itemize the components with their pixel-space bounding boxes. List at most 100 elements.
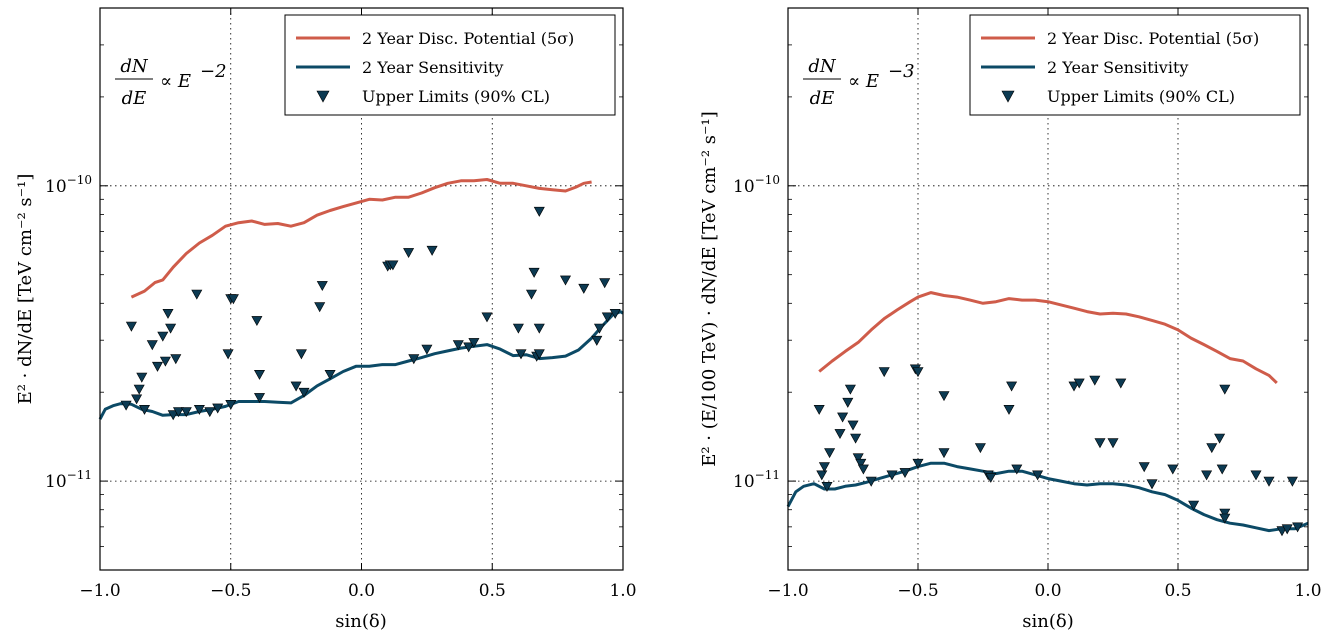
left-upper-limit-marker (528, 267, 540, 278)
left-upper-limit-marker (172, 407, 185, 418)
right-upper-limit-marker (837, 412, 849, 423)
left-upper-limit-marker (146, 340, 158, 351)
left-upper-limit-marker (138, 405, 151, 415)
right-annotation-numerator: dN (808, 56, 837, 77)
right-upper-limit-marker (1032, 470, 1044, 481)
left-upper-limit-marker (298, 387, 310, 398)
left-disc-potential-line (130, 178, 592, 299)
left-upper-limit-marker (408, 354, 420, 365)
left-upper-limit-marker (512, 323, 524, 334)
left-upper-limit-marker (253, 393, 266, 404)
left-upper-limit-marker (159, 356, 171, 367)
left-legend-sens-label: 2 Year Sensitivity (362, 58, 503, 77)
left-upper-limit-marker (426, 245, 438, 256)
left-upper-limit-marker (133, 384, 145, 395)
right-upper-limit-marker (847, 420, 859, 431)
right-upper-limit-marker (1214, 433, 1226, 444)
right-legend-box (969, 14, 1301, 116)
right-upper-limit-marker (985, 473, 997, 483)
right-x-tick-label: 0.0 (1034, 581, 1061, 601)
right-upper-limit-marker (1107, 438, 1119, 449)
left-legend-box (284, 14, 616, 116)
left-sensitivity-line (98, 310, 624, 420)
right-upper-limit-marker (857, 464, 869, 475)
right-legend: 2 Year Disc. Potential (5σ) 2 Year Sensi… (969, 14, 1301, 116)
left-upper-limit-marker (452, 340, 464, 351)
right-upper-limit-marker (1206, 443, 1218, 454)
left-upper-limit-marker (212, 403, 224, 414)
left-upper-limit-marker (251, 316, 263, 327)
left-upper-limit-marker (533, 206, 545, 217)
right-upper-limit-marker (1167, 464, 1179, 475)
left-annotation-exponent: −2 (200, 61, 227, 82)
right-disc-potential-line (818, 291, 1278, 384)
left-upper-limit-marker (136, 372, 148, 383)
left-upper-limit-marker (515, 349, 527, 360)
left-x-tick-label: 1.0 (609, 581, 636, 601)
right-upper-limit-marker (1201, 470, 1213, 481)
left-upper-limit-marker (227, 294, 239, 305)
right-legend-disc-label: 2 Year Disc. Potential (5σ) (1047, 29, 1259, 48)
left-upper-limit-marker (151, 361, 164, 372)
left-upper-limit-marker (525, 289, 538, 300)
right-annotation-denominator: dE (810, 88, 835, 109)
left-chart-panel: −1.0 −0.5 0.0 0.5 1.0 10−11 10−10 sin(δ) E² · … (15, 7, 637, 632)
right-upper-limit-marker (1216, 464, 1228, 475)
right-upper-limit-marker (852, 453, 864, 464)
left-upper-limit-marker (314, 302, 326, 313)
right-upper-limit-marker (813, 405, 825, 415)
left-upper-limit-marker (324, 370, 336, 380)
right-upper-limit-marker (886, 470, 898, 481)
left-upper-limit-marker (481, 312, 493, 323)
left-x-axis-label: sin(δ) (335, 611, 386, 632)
right-upper-limit-marker (974, 443, 986, 454)
left-upper-limit-marker (463, 342, 475, 353)
right-upper-limit-marker (850, 433, 862, 444)
left-upper-limit-marker (204, 407, 216, 418)
right-upper-limit-marker (816, 470, 828, 481)
left-upper-limit-marker (533, 323, 545, 334)
left-upper-limit-marker (578, 283, 590, 294)
left-upper-limit-marker (533, 349, 545, 360)
left-upper-limit-marker (421, 344, 433, 355)
right-chart-panel: −1.0 −0.5 0.0 0.5 1.0 10−11 10−10 sin(δ) E² · … (699, 7, 1322, 632)
right-upper-limit-marker (821, 482, 833, 492)
left-legend-disc-label: 2 Year Disc. Potential (5σ) (362, 29, 574, 48)
left-upper-limit-marker (601, 312, 613, 323)
left-upper-limit-marker (225, 400, 237, 410)
right-x-axis-label: sin(δ) (1022, 611, 1073, 632)
right-upper-limit-marker (855, 458, 867, 469)
right-upper-limit-marker (1219, 508, 1231, 519)
right-upper-limit-marker (1115, 378, 1127, 389)
right-upper-limit-marker (1281, 524, 1293, 535)
right-upper-limit-marker (865, 476, 877, 487)
right-upper-limit-marker (1068, 381, 1080, 392)
left-upper-limit-marker (559, 275, 572, 286)
left-x-tick-label: −0.5 (210, 581, 251, 601)
right-upper-limit-marker (1292, 522, 1304, 533)
left-upper-limit-marker (167, 410, 179, 421)
left-upper-limit-marker (170, 354, 182, 365)
right-upper-limit-marker (842, 397, 854, 408)
right-upper-limit-marker (824, 448, 836, 459)
right-upper-limit-marker (1073, 378, 1085, 389)
left-upper-limit-marker (131, 394, 143, 405)
left-upper-limit-marker (125, 321, 137, 332)
right-upper-limit-marker (1188, 500, 1200, 511)
left-annotation-denominator: dE (122, 88, 147, 109)
right-x-tick-label: 1.0 (1294, 581, 1321, 601)
left-y-axis-label: E² · dN/dE [TeV cm⁻² s⁻¹] (15, 174, 36, 405)
left-x-tick-label: 0.0 (348, 581, 375, 601)
right-upper-limit-marker (1138, 462, 1150, 473)
right-upper-limit-marker (818, 462, 830, 473)
left-upper-limit-marker (591, 335, 603, 346)
left-upper-limit-marker (295, 349, 307, 360)
right-upper-limit-marker (1094, 438, 1106, 449)
right-upper-limit-marker (938, 391, 950, 402)
left-upper-limit-marker (403, 248, 415, 259)
right-upper-limit-marker (1146, 479, 1158, 490)
left-upper-limit-marker (593, 323, 606, 334)
right-upper-limit-marker (1263, 476, 1275, 487)
left-y-tick-label: 10−10 (45, 173, 92, 197)
